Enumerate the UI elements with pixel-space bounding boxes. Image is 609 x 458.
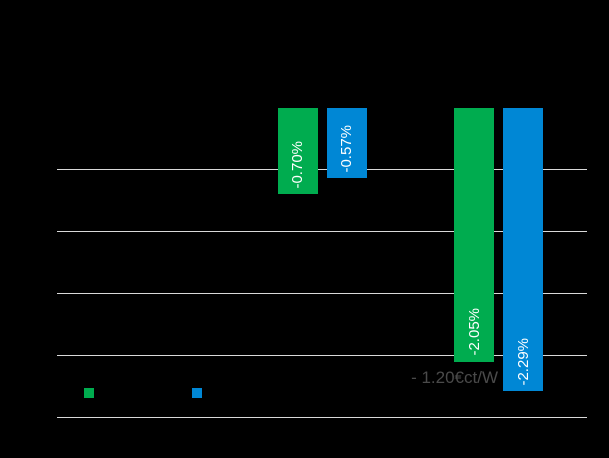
y-gridline xyxy=(57,293,587,294)
bar-value-label: -2.05% xyxy=(465,308,483,356)
bar-value-label: -0.57% xyxy=(338,124,355,173)
bar-green-series-group1: -0.70% xyxy=(277,107,318,195)
cost-annotation: - 1.20€ct/W xyxy=(411,368,498,387)
legend-swatch-blue xyxy=(192,388,202,398)
bar-green-series-group2: -2.05% xyxy=(454,107,494,362)
bar-value-label: -2.29% xyxy=(514,337,532,386)
bar-value-label: -0.70% xyxy=(289,140,306,189)
y-gridline xyxy=(57,169,587,170)
bar-blue-series-group2: -2.29% xyxy=(503,107,543,392)
legend-swatch-green xyxy=(84,388,94,398)
y-gridline xyxy=(57,231,587,232)
y-gridline xyxy=(57,417,587,418)
y-gridline xyxy=(57,355,587,356)
bar-blue-series-group1: -0.57% xyxy=(326,107,367,179)
